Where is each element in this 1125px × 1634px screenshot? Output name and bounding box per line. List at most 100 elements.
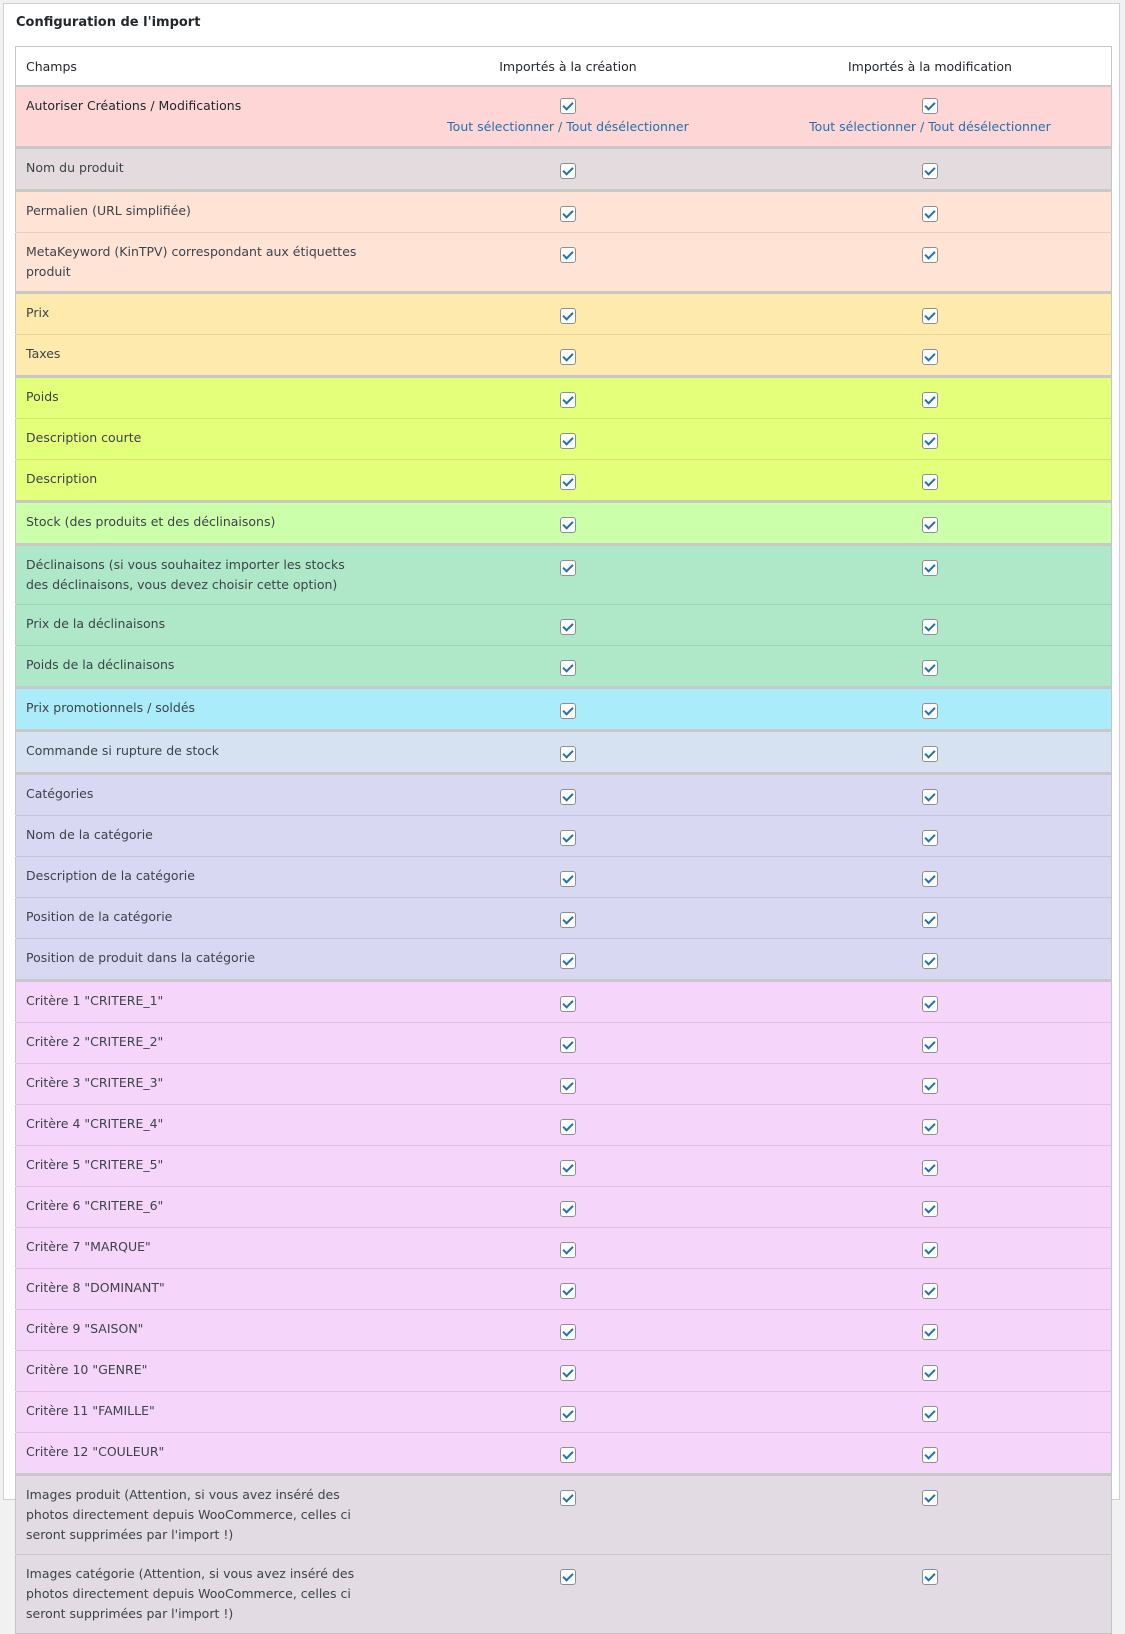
modify-checkbox[interactable] bbox=[921, 995, 938, 1012]
create-cell bbox=[387, 979, 749, 1023]
create-checkbox[interactable] bbox=[559, 559, 576, 576]
create-checkbox[interactable] bbox=[559, 659, 576, 676]
create-checkbox[interactable] bbox=[559, 995, 576, 1012]
create-checkbox[interactable] bbox=[559, 1036, 576, 1053]
modify-checkbox[interactable] bbox=[921, 1446, 938, 1463]
allow-label: Autoriser Créations / Modifications bbox=[15, 85, 387, 148]
modify-cell bbox=[748, 375, 1112, 419]
field-label-text: Description courte bbox=[26, 430, 142, 445]
create-checkbox[interactable] bbox=[559, 1364, 576, 1381]
create-checkbox[interactable] bbox=[559, 745, 576, 762]
create-cell bbox=[387, 1227, 749, 1269]
create-checkbox[interactable] bbox=[559, 702, 576, 719]
create-checkbox[interactable] bbox=[559, 391, 576, 408]
create-checkbox[interactable] bbox=[559, 1489, 576, 1506]
modify-checkbox[interactable] bbox=[921, 1282, 938, 1299]
modify-checkbox[interactable] bbox=[921, 559, 938, 576]
create-checkbox[interactable] bbox=[559, 870, 576, 887]
modify-checkbox[interactable] bbox=[921, 1489, 938, 1506]
modify-checkbox[interactable] bbox=[921, 348, 938, 365]
modify-checkbox[interactable] bbox=[921, 1568, 938, 1585]
field-label: Images catégorie (Attention, si vous ave… bbox=[15, 1554, 387, 1634]
create-checkbox[interactable] bbox=[559, 162, 576, 179]
modify-cell bbox=[748, 604, 1112, 646]
field-label-text: Critère 8 "DOMINANT" bbox=[26, 1280, 165, 1295]
create-checkbox[interactable] bbox=[559, 829, 576, 846]
create-checkbox[interactable] bbox=[559, 911, 576, 928]
modify-checkbox[interactable] bbox=[921, 1405, 938, 1422]
modify-checkbox[interactable] bbox=[921, 1077, 938, 1094]
modify-checkbox[interactable] bbox=[921, 205, 938, 222]
modify-checkbox[interactable] bbox=[921, 1036, 938, 1053]
create-checkbox[interactable] bbox=[559, 205, 576, 222]
modify-checkbox[interactable] bbox=[921, 911, 938, 928]
modify-checkbox[interactable] bbox=[921, 1118, 938, 1135]
create-cell bbox=[387, 375, 749, 419]
header-modification: Importés à la modification bbox=[748, 46, 1112, 87]
modify-cell bbox=[748, 645, 1112, 688]
modify-checkbox[interactable] bbox=[921, 516, 938, 533]
table-row: Critère 9 "SAISON" bbox=[15, 1309, 1112, 1351]
modify-checkbox[interactable] bbox=[921, 1323, 938, 1340]
create-checkbox[interactable] bbox=[559, 1077, 576, 1094]
header-fields: Champs bbox=[15, 46, 387, 87]
modify-checkbox[interactable] bbox=[921, 659, 938, 676]
create-checkbox[interactable] bbox=[559, 618, 576, 635]
modify-checkbox[interactable] bbox=[921, 432, 938, 449]
modify-checkbox[interactable] bbox=[921, 1241, 938, 1258]
create-checkbox[interactable] bbox=[559, 1323, 576, 1340]
create-checkbox[interactable] bbox=[559, 1446, 576, 1463]
field-label-text: Nom du produit bbox=[26, 160, 124, 175]
modify-checkbox[interactable] bbox=[921, 952, 938, 969]
modify-checkbox[interactable] bbox=[921, 1200, 938, 1217]
modify-checkbox[interactable] bbox=[921, 473, 938, 490]
create-checkbox[interactable] bbox=[559, 473, 576, 490]
create-checkbox[interactable] bbox=[559, 1241, 576, 1258]
modify-checkbox[interactable] bbox=[921, 870, 938, 887]
create-checkbox[interactable] bbox=[559, 432, 576, 449]
create-checkbox[interactable] bbox=[559, 1568, 576, 1585]
create-checkbox[interactable] bbox=[559, 952, 576, 969]
modify-checkbox[interactable] bbox=[921, 745, 938, 762]
modify-cell bbox=[748, 1350, 1112, 1392]
modify-checkbox[interactable] bbox=[921, 246, 938, 263]
field-label: Description de la catégorie bbox=[15, 856, 387, 898]
create-checkbox[interactable] bbox=[559, 1159, 576, 1176]
create-checkbox[interactable] bbox=[559, 307, 576, 324]
create-cell bbox=[387, 1554, 749, 1634]
field-label-text: Critère 9 "SAISON" bbox=[26, 1321, 144, 1336]
field-label-text: Taxes bbox=[26, 346, 61, 361]
create-checkbox[interactable] bbox=[559, 348, 576, 365]
field-label: Critère 2 "CRITERE_2" bbox=[15, 1022, 387, 1064]
modify-cell bbox=[748, 459, 1112, 502]
table-row: Permalien (URL simplifiée) bbox=[15, 189, 1112, 233]
create-checkbox[interactable] bbox=[559, 1282, 576, 1299]
create-checkbox[interactable] bbox=[559, 246, 576, 263]
field-label: Déclinaisons (si vous souhaitez importer… bbox=[15, 543, 387, 605]
modify-checkbox[interactable] bbox=[921, 788, 938, 805]
table-row: Taxes bbox=[15, 334, 1112, 377]
table-row: Prix de la déclinaisons bbox=[15, 604, 1112, 646]
create-cell bbox=[387, 1268, 749, 1310]
select-all-modify-link[interactable]: Tout sélectionner / Tout désélectionner bbox=[809, 119, 1051, 134]
modify-checkbox[interactable] bbox=[921, 307, 938, 324]
create-checkbox[interactable] bbox=[559, 788, 576, 805]
field-label: Description courte bbox=[15, 418, 387, 460]
modify-checkbox[interactable] bbox=[921, 829, 938, 846]
modify-checkbox[interactable] bbox=[921, 391, 938, 408]
modify-checkbox[interactable] bbox=[921, 162, 938, 179]
create-checkbox[interactable] bbox=[559, 516, 576, 533]
table-row: Prix bbox=[15, 291, 1112, 335]
modify-checkbox[interactable] bbox=[921, 1159, 938, 1176]
allow-create-checkbox[interactable] bbox=[559, 97, 576, 114]
modify-checkbox[interactable] bbox=[921, 1364, 938, 1381]
modify-checkbox[interactable] bbox=[921, 618, 938, 635]
create-checkbox[interactable] bbox=[559, 1200, 576, 1217]
create-checkbox[interactable] bbox=[559, 1118, 576, 1135]
create-checkbox[interactable] bbox=[559, 1405, 576, 1422]
panel-title: Configuration de l'import bbox=[16, 15, 201, 30]
allow-modify-checkbox[interactable] bbox=[921, 97, 938, 114]
table-row: Prix promotionnels / soldés bbox=[15, 686, 1112, 731]
select-all-create-link[interactable]: Tout sélectionner / Tout désélectionner bbox=[447, 119, 689, 134]
modify-checkbox[interactable] bbox=[921, 702, 938, 719]
